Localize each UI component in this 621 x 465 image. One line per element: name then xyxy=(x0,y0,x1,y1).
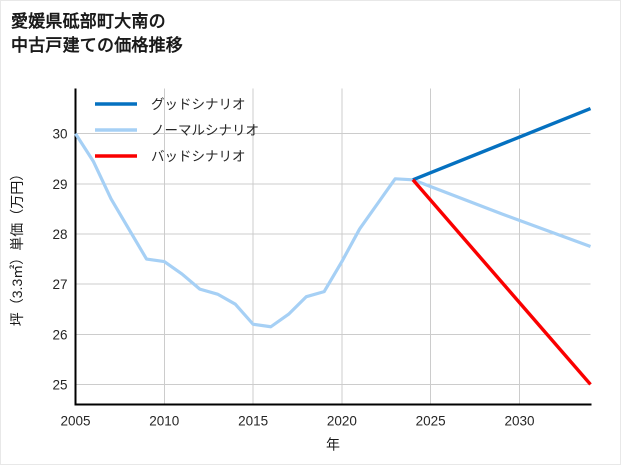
y-tick-label: 27 xyxy=(52,277,67,292)
series-line-bad xyxy=(411,178,592,386)
x-tick-label: 2030 xyxy=(504,414,534,429)
y-tick-label: 26 xyxy=(52,327,67,342)
legend-label-good: グッドシナリオ xyxy=(151,97,246,112)
axis-spines xyxy=(74,88,592,406)
legend-label-bad: バッドシナリオ xyxy=(151,149,246,164)
data-series-group xyxy=(74,106,592,386)
x-tick-label: 2015 xyxy=(238,414,268,429)
x-axis-tick-labels: 2005 2010 2015 2020 2025 2030 xyxy=(60,414,534,429)
y-tick-label: 30 xyxy=(52,127,67,142)
x-axis-title: 年 xyxy=(326,437,340,453)
x-tick-label: 2010 xyxy=(149,414,179,429)
series-line-normal xyxy=(74,132,592,329)
series-line-good xyxy=(412,106,592,182)
legend-label-normal: ノーマルシナリオ xyxy=(151,123,259,138)
y-tick-label: 29 xyxy=(52,177,67,192)
x-tick-label: 2020 xyxy=(327,414,357,429)
y-tick-label: 25 xyxy=(52,377,67,392)
y-tick-label: 28 xyxy=(52,227,67,242)
page-title: 愛媛県砥部町大南の 中古戸建ての価格推移 xyxy=(11,12,183,56)
y-axis-title: 坪（3.3㎡）単価（万円） xyxy=(9,167,25,326)
y-axis-tick-labels: 25 26 27 28 29 30 xyxy=(52,127,67,393)
x-tick-label: 2005 xyxy=(60,414,90,429)
x-tick-label: 2025 xyxy=(416,414,446,429)
